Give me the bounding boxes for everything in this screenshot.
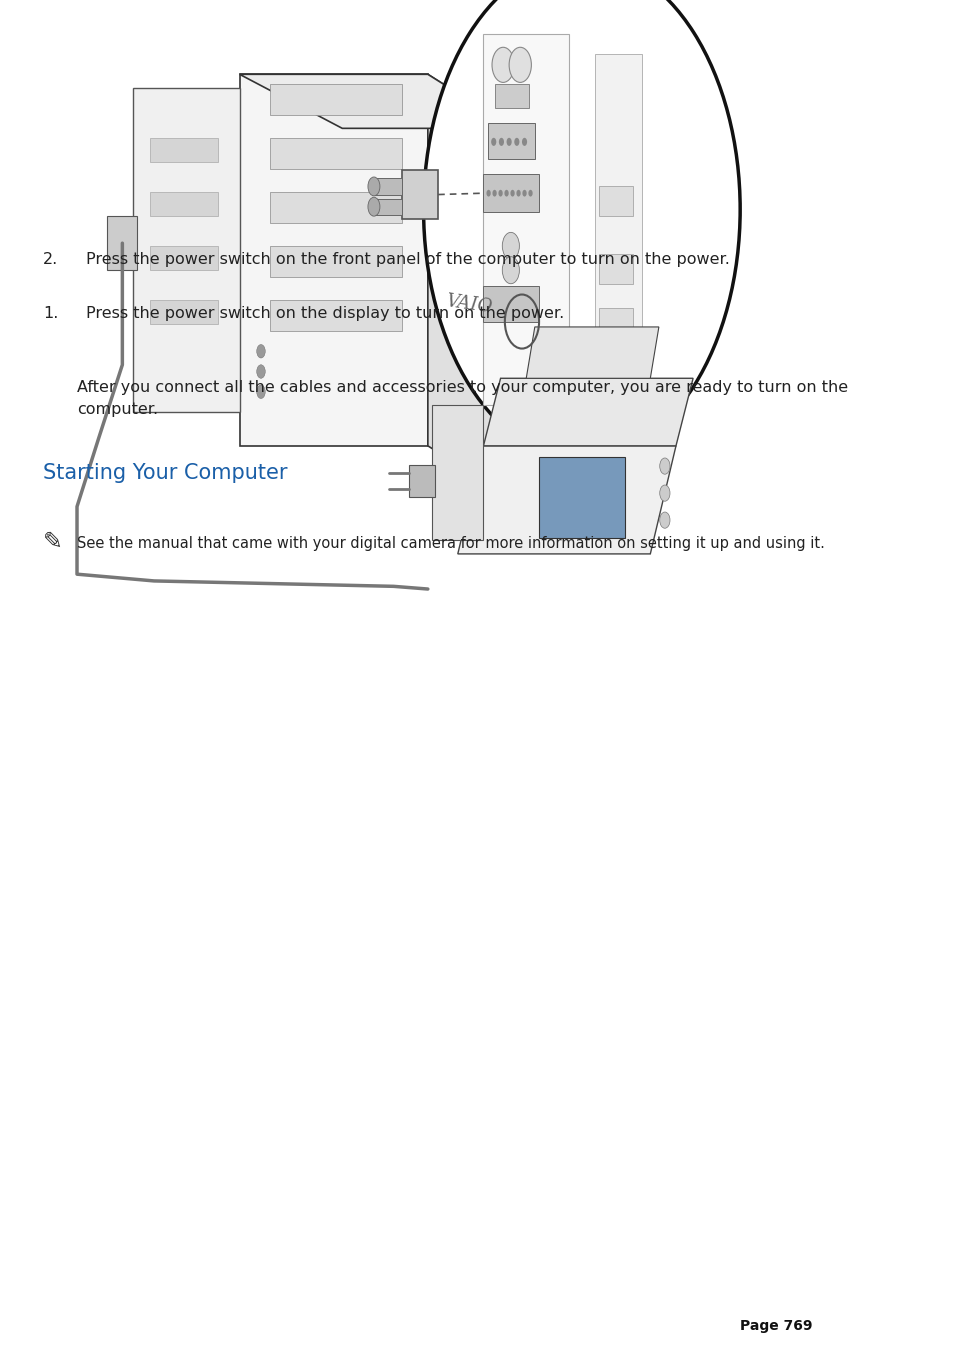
Bar <box>270 300 402 331</box>
Circle shape <box>509 47 531 82</box>
Bar <box>270 246 402 277</box>
Circle shape <box>368 197 379 216</box>
Bar <box>150 138 218 162</box>
Bar <box>483 286 538 322</box>
Bar <box>107 216 137 270</box>
Bar <box>483 174 538 212</box>
Bar <box>402 170 437 219</box>
Circle shape <box>423 0 740 459</box>
Circle shape <box>522 189 526 197</box>
Polygon shape <box>457 446 676 554</box>
Circle shape <box>516 189 520 197</box>
Circle shape <box>497 189 502 197</box>
Circle shape <box>256 345 265 358</box>
Circle shape <box>521 138 527 146</box>
Text: See the manual that came with your digital camera for more information on settin: See the manual that came with your digit… <box>77 535 824 551</box>
Polygon shape <box>432 405 483 540</box>
Circle shape <box>486 189 490 197</box>
Circle shape <box>528 189 532 197</box>
Circle shape <box>492 47 514 82</box>
Bar <box>598 308 633 338</box>
Bar <box>270 192 402 223</box>
Bar <box>372 199 402 215</box>
Bar <box>270 84 402 115</box>
Bar <box>483 34 568 405</box>
Circle shape <box>514 138 518 146</box>
Circle shape <box>368 177 379 196</box>
Polygon shape <box>239 74 513 128</box>
Bar <box>150 192 218 216</box>
Circle shape <box>256 365 265 378</box>
Circle shape <box>256 385 265 399</box>
Polygon shape <box>526 327 659 378</box>
Text: VAIO: VAIO <box>444 292 493 316</box>
Polygon shape <box>427 74 513 500</box>
Bar <box>598 186 633 216</box>
Circle shape <box>491 138 496 146</box>
Bar <box>487 123 535 159</box>
Circle shape <box>498 138 503 146</box>
Circle shape <box>510 189 515 197</box>
Circle shape <box>506 138 511 146</box>
Circle shape <box>492 189 497 197</box>
Text: Press the power switch on the display to turn on the power.: Press the power switch on the display to… <box>86 305 563 322</box>
Polygon shape <box>132 88 239 412</box>
Circle shape <box>659 458 669 474</box>
Bar <box>270 138 402 169</box>
Text: 2.: 2. <box>43 251 58 267</box>
Circle shape <box>504 189 508 197</box>
Polygon shape <box>239 74 427 446</box>
Bar <box>372 178 402 195</box>
Bar <box>594 54 641 378</box>
Circle shape <box>502 232 518 259</box>
Circle shape <box>502 257 518 284</box>
Polygon shape <box>483 378 693 446</box>
Circle shape <box>659 485 669 501</box>
Bar <box>409 465 435 497</box>
Text: ✎: ✎ <box>43 530 63 554</box>
Bar <box>598 254 633 284</box>
Text: Press the power switch on the front panel of the computer to turn on the power.: Press the power switch on the front pane… <box>86 251 729 267</box>
Text: 1.: 1. <box>43 305 58 322</box>
Bar <box>150 300 218 324</box>
Text: After you connect all the cables and accessories to your computer, you are ready: After you connect all the cables and acc… <box>77 380 847 417</box>
Text: Starting Your Computer: Starting Your Computer <box>43 463 287 482</box>
Bar <box>538 457 624 538</box>
Text: Page 769: Page 769 <box>740 1320 812 1333</box>
Bar <box>494 84 528 108</box>
Bar <box>150 246 218 270</box>
Circle shape <box>659 512 669 528</box>
